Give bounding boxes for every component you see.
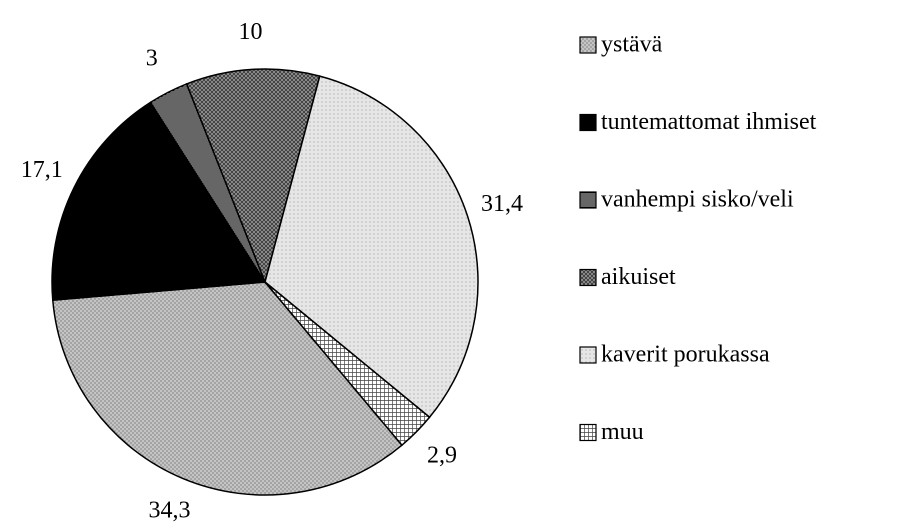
- pie-slice: [264, 281, 431, 447]
- legend-label: ystävä: [601, 32, 663, 58]
- legend-swatch: [579, 113, 597, 132]
- pie-slice: [51, 281, 403, 496]
- legend-swatch: [579, 423, 597, 442]
- data-label: 31,4: [481, 191, 523, 217]
- data-label: 3: [146, 46, 158, 72]
- pie-slice: [51, 101, 267, 301]
- legend-label: tuntemattomat ihmiset: [601, 109, 817, 135]
- legend-label: vanhempi sisko/veli: [601, 187, 794, 213]
- data-label: 10: [238, 19, 262, 45]
- legend-label: muu: [601, 419, 644, 445]
- legend-swatch: [579, 268, 597, 287]
- legend-label: kaverit porukassa: [601, 342, 770, 368]
- data-label: 34,3: [148, 497, 190, 523]
- legend-swatch: [579, 36, 597, 54]
- data-label: 2,9: [427, 443, 457, 469]
- legend-swatch: [579, 346, 597, 364]
- data-label: 17,1: [21, 157, 63, 183]
- pie-slice: [264, 75, 479, 419]
- pie-slice: [185, 68, 321, 285]
- legend-label: aikuiset: [601, 264, 676, 290]
- legend-swatch: [579, 191, 597, 209]
